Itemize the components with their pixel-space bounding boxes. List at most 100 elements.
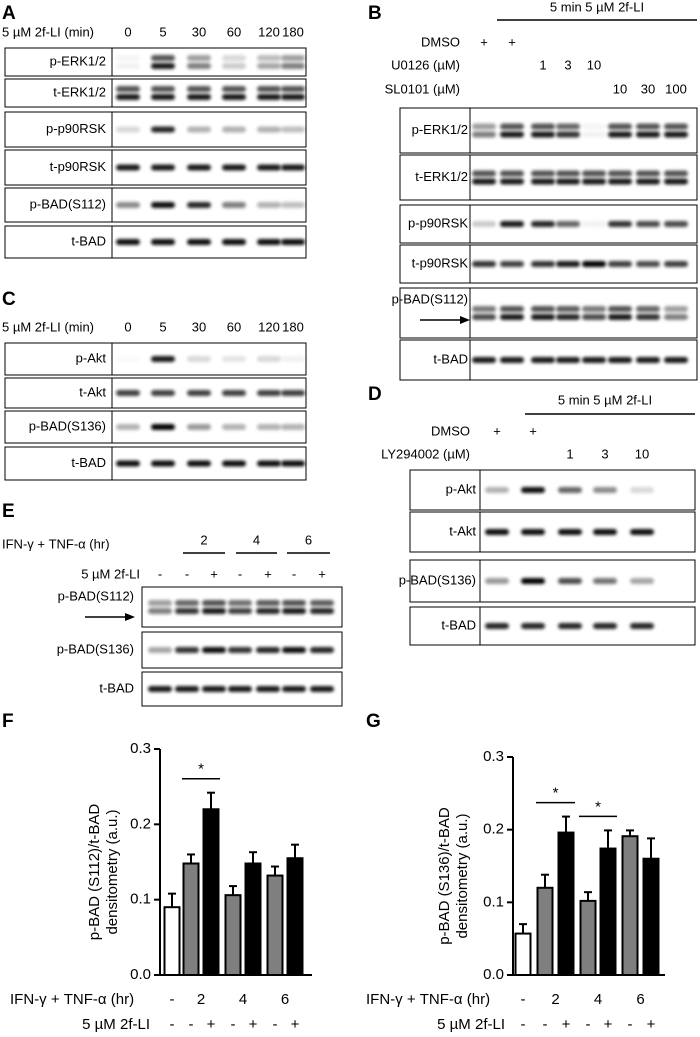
blot-frame (479, 559, 696, 603)
blot-band (256, 647, 280, 653)
blot-band (608, 123, 632, 130)
blot-band (282, 647, 306, 653)
blot-band (175, 647, 199, 653)
y-tick-label: 0.0 (130, 966, 151, 983)
bar (286, 857, 304, 977)
blot-band (222, 55, 246, 61)
group-label: 6 (305, 532, 312, 547)
blot-frame (469, 154, 698, 201)
blot-band (148, 608, 172, 614)
blot-band (257, 460, 281, 467)
blot-band (664, 131, 688, 138)
x-tick-label: + (604, 1016, 613, 1033)
label-bg (411, 471, 479, 509)
lane-label: 180 (282, 319, 304, 334)
blot-band (593, 529, 617, 535)
blot-band (222, 356, 246, 362)
blot-band (281, 126, 305, 133)
blot-band (531, 123, 555, 130)
y-axis-label: p-BAD (S112)/t-BAD (86, 804, 103, 941)
blot-band (148, 600, 172, 606)
blot-band (556, 170, 580, 177)
group-label: 2 (197, 991, 205, 1008)
blot-band (281, 55, 305, 61)
blot-band (500, 357, 524, 363)
x-tick-label: + (249, 1016, 258, 1033)
blot-frame (469, 287, 698, 339)
blot-band (151, 424, 175, 430)
blot-band (558, 529, 582, 535)
blot-band (500, 314, 524, 320)
blot-band (500, 131, 524, 138)
blot-band (556, 261, 580, 267)
blot-band (151, 164, 175, 171)
blot-band (531, 170, 555, 177)
blot-band (636, 170, 660, 177)
blot-band (582, 314, 606, 320)
blot-band (148, 647, 172, 653)
panel-letter: B (368, 3, 382, 24)
blot-band (282, 608, 306, 614)
group-label: 4 (253, 532, 260, 547)
blot-band (500, 178, 524, 185)
bar (244, 862, 262, 976)
blot-band (222, 126, 246, 133)
row-label: p-BAD(S136) (29, 418, 106, 433)
condition-mark: 30 (641, 81, 655, 96)
blot-band (582, 131, 606, 138)
condition-mark: + (493, 423, 501, 438)
panel-letter: A (2, 3, 16, 24)
arrow-head (460, 316, 470, 324)
blot-band (202, 600, 226, 606)
blot-band (281, 86, 305, 92)
blot-band (630, 623, 654, 629)
blot-band (257, 356, 281, 362)
blot-band (556, 357, 580, 363)
bar (163, 906, 181, 977)
lane-label: 60 (227, 24, 241, 39)
blot-frame (479, 606, 696, 646)
blot-frame (141, 586, 343, 628)
blot-band (282, 686, 306, 692)
blot-band (151, 202, 175, 208)
blot-band (281, 164, 305, 171)
condition-mark: 10 (635, 446, 649, 461)
label-bg (401, 246, 469, 282)
blot-band (222, 424, 246, 430)
blot-band (500, 170, 524, 177)
arrow-head (125, 613, 135, 621)
blot-band (151, 55, 175, 61)
bar (224, 894, 242, 976)
blot-band (187, 460, 211, 467)
x-tick-label: + (562, 1016, 571, 1033)
blot-band (485, 578, 509, 584)
row-label: p-ERK1/2 (412, 122, 468, 137)
blot-band (222, 94, 246, 100)
treatment-label: 5 µM 2f-LI (min) (2, 24, 94, 39)
blot-band (187, 86, 211, 92)
bar (182, 862, 200, 976)
blot-band (472, 357, 496, 363)
blot-band (531, 178, 555, 185)
label-bg (401, 156, 469, 199)
blot-band (222, 63, 246, 69)
group-axis-label: IFN-γ + TNF-α (hr) (10, 991, 134, 1008)
blot-band (256, 600, 280, 606)
blot-band (256, 686, 280, 692)
blot-band (151, 390, 175, 396)
blot-band (187, 94, 211, 100)
blot-band (472, 178, 496, 185)
drug-mark: + (264, 566, 272, 581)
blot-band (187, 164, 211, 171)
blot-band (500, 221, 524, 227)
blot-band (228, 647, 252, 653)
blot-band (608, 178, 632, 185)
drug-mark: + (210, 566, 218, 581)
blot-band (664, 123, 688, 130)
y-tick-label: 0.3 (130, 740, 151, 757)
blot-band (556, 306, 580, 312)
label-bg (401, 289, 469, 337)
blot-band (556, 123, 580, 130)
blot-band (556, 314, 580, 320)
blot-band (116, 55, 140, 61)
